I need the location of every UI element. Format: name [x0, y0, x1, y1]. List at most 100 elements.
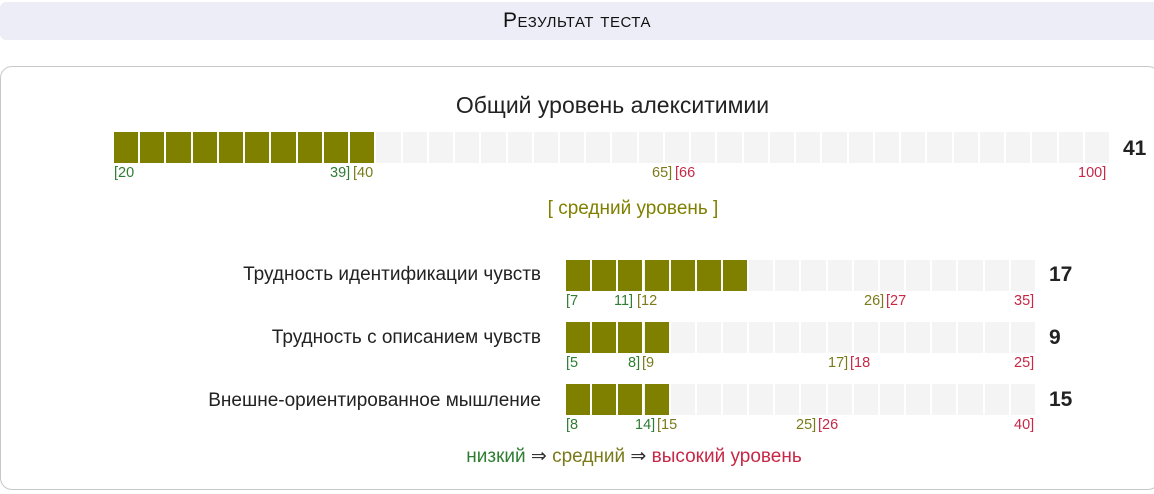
scale-bar-segment — [801, 260, 828, 291]
scale-bar-segment — [827, 322, 854, 353]
main-bar-segment — [560, 132, 587, 163]
main-bar-segment — [717, 132, 744, 163]
main-bar-segment — [953, 132, 980, 163]
scale-bar-segment — [644, 384, 671, 415]
main-bar-segment — [166, 132, 193, 163]
scale-bar-segment — [827, 260, 854, 291]
scale-bar-segment — [958, 260, 985, 291]
main-bar-segment — [691, 132, 718, 163]
scale2-tick-high-start: [18 — [850, 355, 871, 371]
legend-high: высокий уровень — [651, 446, 802, 467]
scale-bar-segment — [853, 260, 880, 291]
main-bar-segment — [245, 132, 272, 163]
scale-bar-segment — [749, 322, 776, 353]
scale3-tick-mid-end: 25] — [796, 417, 817, 433]
main-bar-segment — [979, 132, 1007, 163]
main-bar-segment — [743, 132, 770, 163]
scale-score-external-thinking: 15 — [1049, 388, 1073, 411]
results-card — [0, 66, 1154, 490]
scale-bar-segment — [775, 384, 802, 415]
main-bar-segment — [901, 132, 928, 163]
scale1-tick-mid-end: 26] — [864, 293, 885, 309]
scale3-tick-high-start: [26 — [818, 417, 839, 433]
scale-bar-segment — [723, 322, 750, 353]
scale-label-description: Трудность с описанием чувств — [271, 327, 541, 348]
results-header: Результат теста — [0, 2, 1154, 40]
main-bar-segment — [507, 132, 534, 163]
scale-bar-segment — [566, 384, 593, 415]
scale-bar-segment — [958, 384, 985, 415]
main-bar-segment — [612, 132, 639, 163]
main-bar-segment — [822, 132, 849, 163]
scale3-tick-low-start: [8 — [566, 417, 579, 433]
main-tick-low-end: 39] — [330, 165, 351, 181]
scale-bar-segment — [592, 384, 619, 415]
scale1-tick-mid-start: [12 — [637, 293, 658, 309]
scale-bar-segment — [644, 322, 671, 353]
scale-bar-segment — [932, 384, 959, 415]
scale-label-external-thinking: Внешне-ориентированное мышление — [208, 390, 541, 411]
scale-bar-segment — [932, 322, 959, 353]
scale-bar-segment — [827, 384, 854, 415]
scale-bar-segment — [670, 322, 697, 353]
scale-bar-segment — [932, 260, 959, 291]
scale-bar-description — [566, 322, 1037, 353]
main-scale-score: 41 — [1123, 137, 1147, 160]
scale3-tick-low-end: 14] — [635, 417, 656, 433]
scale-bar-segment — [696, 322, 723, 353]
scale-bar-segment — [696, 260, 723, 291]
scale-bar-segment — [566, 322, 593, 353]
level-legend: низкий ⇒ средний ⇒ высокий уровень — [0, 445, 1154, 468]
scale-bar-identification — [566, 260, 1037, 291]
main-bar-segment — [769, 132, 797, 163]
scale-bar-segment — [592, 260, 619, 291]
scale-bar-segment — [880, 322, 907, 353]
scale-bar-segment — [984, 384, 1011, 415]
main-bar-segment — [323, 132, 351, 163]
scale-bar-segment — [723, 384, 750, 415]
main-bar-segment — [350, 132, 377, 163]
main-bar-segment — [874, 132, 902, 163]
scale-bar-segment — [644, 260, 671, 291]
main-scale-bar — [114, 132, 1111, 163]
main-bar-segment — [1058, 132, 1085, 163]
scale-bar-segment — [618, 322, 645, 353]
scale2-tick-mid-start: [9 — [642, 355, 655, 371]
scale-bar-segment — [566, 260, 593, 291]
scale-bar-segment — [880, 384, 907, 415]
main-bar-segment — [297, 132, 324, 163]
main-bar-segment — [271, 132, 298, 163]
main-tick-low-start: [20 — [114, 165, 135, 181]
main-bar-segment — [1006, 132, 1033, 163]
scale-score-description: 9 — [1049, 326, 1061, 349]
scale-bar-segment — [670, 384, 697, 415]
scale-bar-segment — [906, 260, 933, 291]
scale2-tick-low-end: 8] — [628, 355, 641, 371]
scale-bar-segment — [592, 322, 619, 353]
main-bar-segment — [192, 132, 219, 163]
scale-bar-segment — [696, 384, 723, 415]
main-bar-segment — [481, 132, 508, 163]
scale-bar-segment — [749, 260, 776, 291]
main-bar-segment — [455, 132, 482, 163]
scale1-tick-low-start: [7 — [566, 293, 579, 309]
legend-mid: средний — [552, 446, 626, 467]
scale2-tick-mid-end: 17] — [828, 355, 849, 371]
main-bar-segment — [428, 132, 456, 163]
main-bar-segment — [586, 132, 613, 163]
scale-bar-segment — [984, 322, 1011, 353]
scale-bar-segment — [853, 384, 880, 415]
main-bar-segment — [1084, 132, 1111, 163]
main-tick-high-end: 100] — [1078, 165, 1107, 181]
main-bar-segment — [796, 132, 823, 163]
legend-low: низкий — [466, 446, 526, 467]
main-bar-segment — [114, 132, 141, 163]
scale-bar-segment — [984, 260, 1011, 291]
scale-bar-segment — [1010, 322, 1037, 353]
scale2-tick-low-start: [5 — [566, 355, 579, 371]
scale-label-identification: Трудность идентификации чувств — [243, 264, 541, 285]
scale-bar-segment — [775, 260, 802, 291]
scale-bar-segment — [801, 384, 828, 415]
scale-bar-segment — [880, 260, 907, 291]
scale-bar-segment — [906, 384, 933, 415]
